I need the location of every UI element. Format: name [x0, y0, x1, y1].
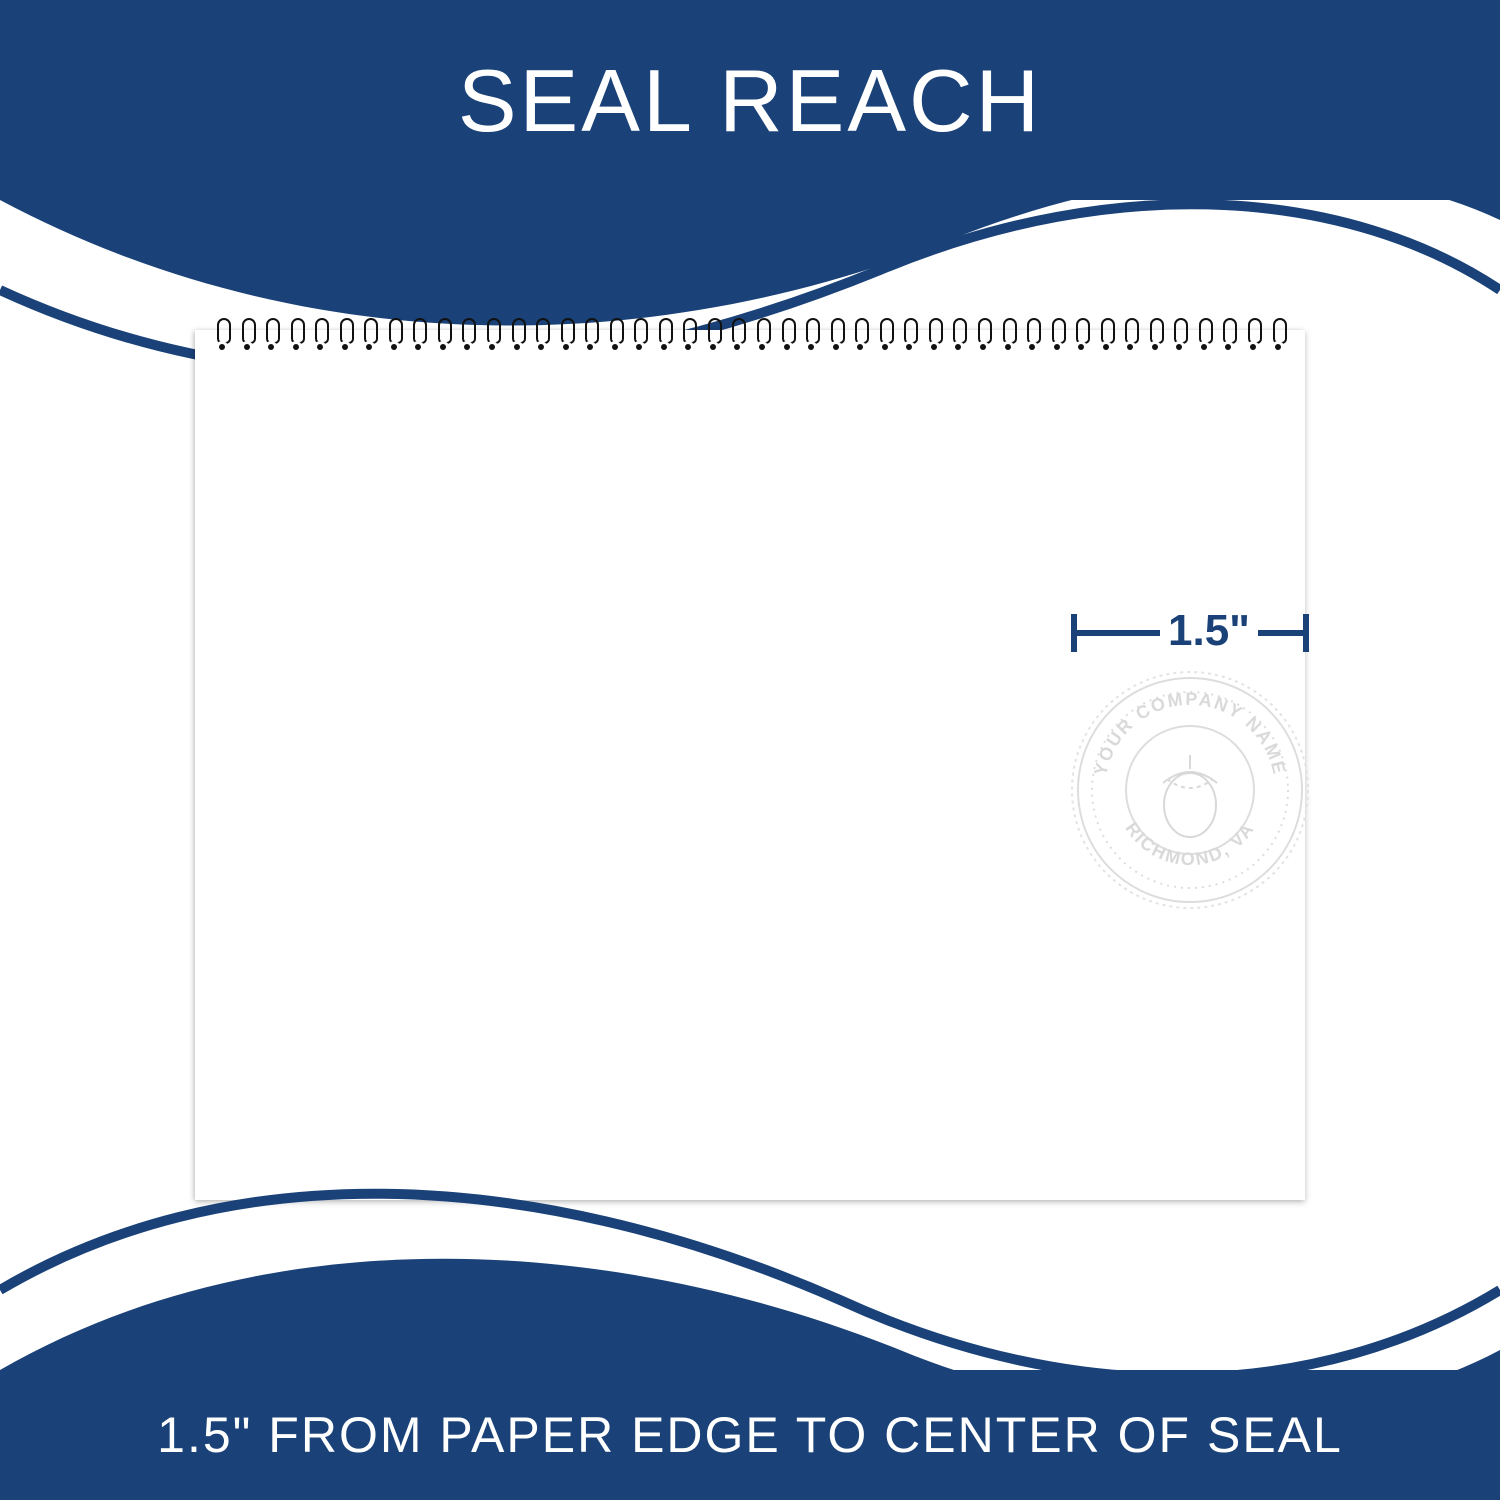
spiral-ring	[657, 316, 671, 352]
spiral-ring	[583, 316, 597, 352]
spiral-ring	[1001, 316, 1015, 352]
spiral-ring	[976, 316, 990, 352]
spiral-ring	[510, 316, 524, 352]
spiral-ring	[730, 316, 744, 352]
spiral-ring	[902, 316, 916, 352]
spiral-ring	[1025, 316, 1039, 352]
spiral-ring	[829, 316, 843, 352]
spiral-ring	[804, 316, 818, 352]
spiral-ring	[878, 316, 892, 352]
spiral-ring	[362, 316, 376, 352]
spiral-ring	[1050, 316, 1064, 352]
spiral-ring	[780, 316, 794, 352]
spiral-ring	[313, 316, 327, 352]
spiral-ring	[681, 316, 695, 352]
spiral-ring	[534, 316, 548, 352]
spiral-ring	[289, 316, 303, 352]
footer-band: 1.5" FROM PAPER EDGE TO CENTER OF SEAL	[0, 1370, 1500, 1500]
spiral-ring	[706, 316, 720, 352]
spiral-ring	[755, 316, 769, 352]
spiral-ring	[240, 316, 254, 352]
seal-bottom-text: RICHMOND, VA	[1122, 818, 1259, 869]
page-title: SEAL REACH	[458, 50, 1042, 152]
spiral-ring	[387, 316, 401, 352]
spiral-ring	[1271, 316, 1285, 352]
spiral-ring	[485, 316, 499, 352]
measurement-bracket: 1.5"	[1070, 610, 1310, 660]
spiral-ring	[338, 316, 352, 352]
header-band: SEAL REACH	[0, 0, 1500, 200]
spiral-ring	[411, 316, 425, 352]
spiral-ring	[608, 316, 622, 352]
embossed-seal: YOUR COMPANY NAME RICHMOND, VA	[1065, 665, 1315, 915]
infographic-canvas: SEAL REACH 1.5"	[0, 0, 1500, 1500]
spiral-ring	[460, 316, 474, 352]
spiral-ring	[1246, 316, 1260, 352]
measurement-label: 1.5"	[1160, 606, 1258, 656]
footer-caption: 1.5" FROM PAPER EDGE TO CENTER OF SEAL	[157, 1406, 1343, 1464]
spiral-ring	[1197, 316, 1211, 352]
spiral-ring	[1221, 316, 1235, 352]
spiral-ring	[215, 316, 229, 352]
spiral-ring	[436, 316, 450, 352]
spiral-ring	[1148, 316, 1162, 352]
spiral-ring	[853, 316, 867, 352]
spiral-ring	[264, 316, 278, 352]
spiral-ring	[632, 316, 646, 352]
spiral-ring	[1099, 316, 1113, 352]
spiral-ring	[927, 316, 941, 352]
spiral-ring	[951, 316, 965, 352]
spiral-ring	[1172, 316, 1186, 352]
spiral-binding	[215, 316, 1285, 356]
svg-text:RICHMOND, VA: RICHMOND, VA	[1122, 818, 1259, 869]
spiral-ring	[559, 316, 573, 352]
spiral-ring	[1074, 316, 1088, 352]
spiral-ring	[1123, 316, 1137, 352]
